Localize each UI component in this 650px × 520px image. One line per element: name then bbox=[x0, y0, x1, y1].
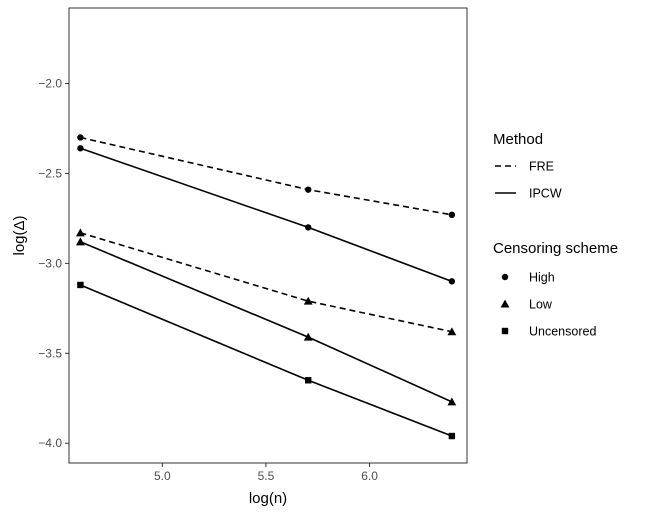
series-line-fre-high bbox=[80, 136, 453, 216]
legend-label-fre: FRE bbox=[529, 160, 554, 174]
x-tick-label: 6.0 bbox=[361, 469, 378, 483]
plot-border bbox=[68, 7, 468, 464]
data-point-fre-high bbox=[448, 211, 456, 219]
legend-title-method: Method bbox=[493, 131, 543, 148]
legend-censoring-entries: High Low Uncensored bbox=[500, 271, 596, 339]
data-point-ipcw-low bbox=[303, 332, 313, 341]
data-point-fre-low bbox=[303, 296, 313, 305]
legend-label-low: Low bbox=[529, 298, 553, 312]
data-point-fre-high bbox=[77, 134, 84, 141]
data-point-ipcw-high bbox=[448, 278, 456, 285]
legend-key-uncensored bbox=[501, 327, 509, 335]
legend-key-high bbox=[501, 273, 509, 281]
series-line-ipcw-uncensored bbox=[80, 284, 453, 437]
x-axis-title: log(n) bbox=[249, 490, 287, 507]
data-point-ipcw-low bbox=[447, 397, 457, 406]
series-ipcw-low bbox=[76, 237, 457, 406]
series-ipcw-high bbox=[77, 145, 456, 285]
data-point-fre-high bbox=[305, 186, 312, 193]
y-tick-label: −2.0 bbox=[38, 77, 62, 91]
x-tick-label: 5.5 bbox=[258, 469, 275, 483]
series-fre-low bbox=[76, 228, 457, 336]
legend-title-censoring: Censoring scheme bbox=[493, 240, 618, 257]
data-point-fre-low bbox=[447, 327, 457, 336]
series-line-ipcw-low bbox=[80, 241, 453, 403]
series-layer bbox=[76, 134, 457, 440]
y-axis-title: log(Δ) bbox=[11, 215, 28, 255]
series-fre-high bbox=[77, 134, 456, 219]
series-line-fre-low bbox=[80, 232, 453, 333]
legend-key-low bbox=[500, 299, 510, 308]
legend-label-ipcw: IPCW bbox=[529, 187, 562, 201]
data-point-ipcw-uncensored bbox=[77, 281, 84, 289]
legend: Method FRE IPCW Censoring scheme High Low U… bbox=[493, 131, 618, 339]
plot-panel bbox=[68, 7, 468, 464]
data-point-fre-low bbox=[76, 228, 85, 237]
y-tick-label: −3.0 bbox=[38, 256, 62, 270]
y-tick-label: −3.5 bbox=[38, 346, 62, 360]
legend-label-uncensored: Uncensored bbox=[529, 325, 596, 339]
legend-label-high: High bbox=[529, 271, 555, 285]
data-point-ipcw-high bbox=[305, 224, 312, 231]
x-axis: 5.0 5.5 6.0 bbox=[154, 463, 378, 483]
data-point-ipcw-uncensored bbox=[448, 432, 456, 440]
series-line-ipcw-high bbox=[80, 147, 453, 283]
y-tick-label: −2.5 bbox=[38, 166, 62, 180]
x-tick-label: 5.0 bbox=[154, 469, 171, 483]
data-point-ipcw-high bbox=[77, 145, 84, 152]
y-tick-label: −4.0 bbox=[38, 436, 62, 450]
legend-method-entries: FRE IPCW bbox=[495, 160, 562, 201]
data-point-ipcw-uncensored bbox=[305, 377, 312, 384]
y-axis: −2.0 −2.5 −3.0 −3.5 −4.0 bbox=[38, 77, 69, 450]
data-point-ipcw-low bbox=[76, 237, 85, 246]
series-ipcw-uncensored bbox=[77, 281, 456, 440]
